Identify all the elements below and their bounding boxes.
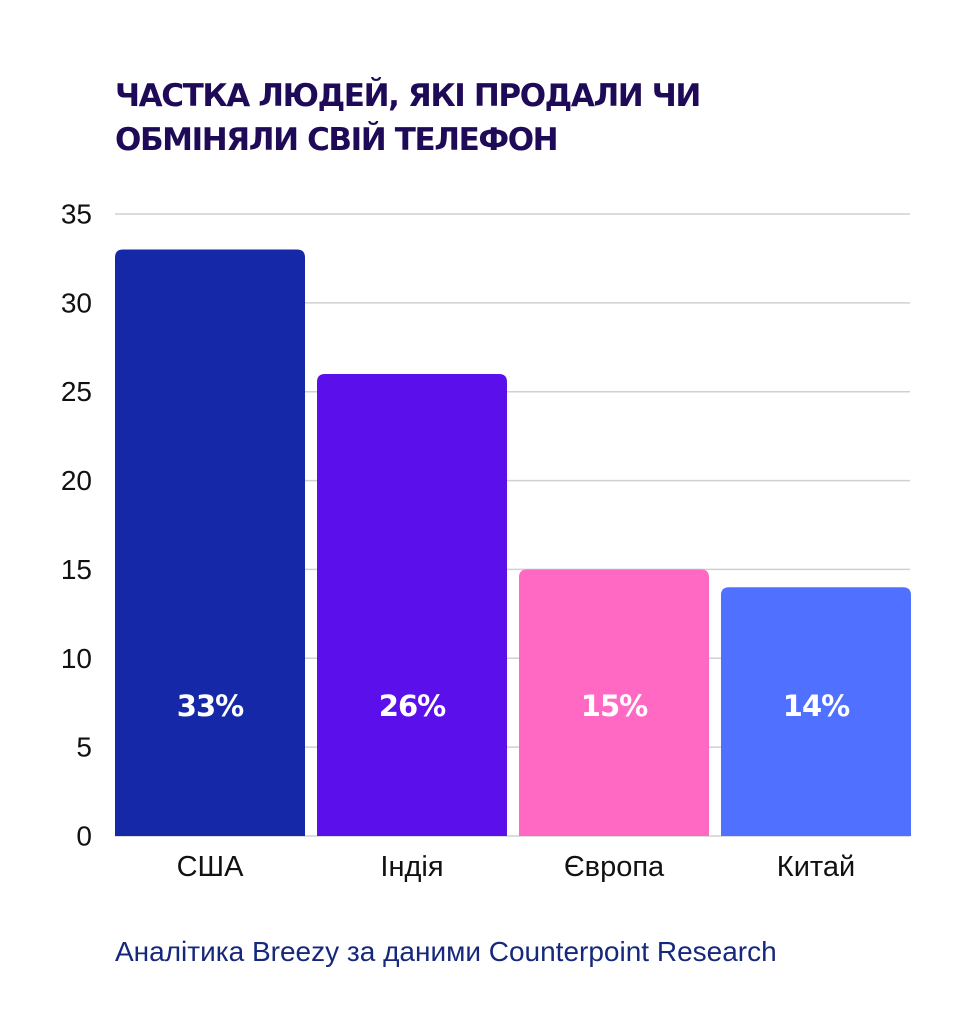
data-label: 14% <box>783 689 850 723</box>
y-tick-label: 30 <box>61 287 92 318</box>
data-labels: 33% 26% 15% 14% <box>177 689 851 723</box>
y-tick-label: 20 <box>61 465 92 496</box>
bar <box>721 587 911 836</box>
y-axis-ticks: 0 5 10 15 20 25 30 35 <box>61 199 92 852</box>
y-tick-label: 5 <box>76 732 92 763</box>
x-tick-label: Китай <box>777 851 855 883</box>
x-tick-label: Індія <box>380 851 443 883</box>
x-axis-ticks: США Індія Європа Китай <box>177 851 856 883</box>
bar <box>519 569 709 836</box>
chart-title-line-1: ЧАСТКА ЛЮДЕЙ, ЯКІ ПРОДАЛИ ЧИ <box>115 78 701 114</box>
x-tick-label: Європа <box>564 851 665 883</box>
y-tick-label: 0 <box>76 821 92 852</box>
bar <box>317 373 507 836</box>
y-tick-label: 15 <box>61 554 92 585</box>
data-label: 15% <box>581 689 648 723</box>
y-tick-label: 25 <box>61 376 92 407</box>
bars <box>115 249 911 837</box>
chart-title-line-2: ОБМІНЯЛИ СВІЙ ТЕЛЕФОН <box>115 122 559 158</box>
data-label: 33% <box>177 689 244 723</box>
data-label: 26% <box>379 689 446 723</box>
chart-title: ЧАСТКА ЛЮДЕЙ, ЯКІ ПРОДАЛИ ЧИ ОБМІНЯЛИ СВ… <box>115 74 875 162</box>
x-tick-label: США <box>177 851 245 883</box>
y-tick-label: 35 <box>61 199 92 230</box>
bar <box>115 249 305 837</box>
y-tick-label: 10 <box>61 643 92 674</box>
source-note: Аналітика Breezy за даними Counterpoint … <box>115 936 777 967</box>
